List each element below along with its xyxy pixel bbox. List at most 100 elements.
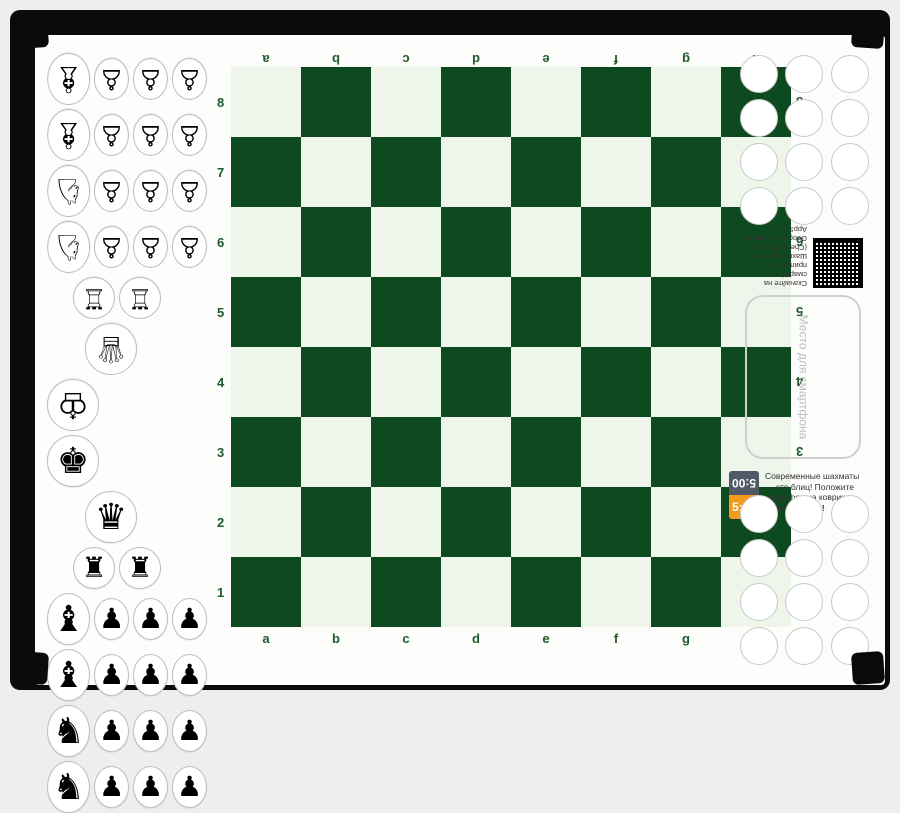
- piece-chip[interactable]: ♗: [47, 109, 90, 161]
- piece-chip[interactable]: ♝: [47, 649, 90, 701]
- square-d5[interactable]: [441, 277, 511, 347]
- piece-chip[interactable]: ♙: [133, 226, 168, 268]
- token-slot[interactable]: [740, 99, 778, 137]
- piece-chip[interactable]: ♕: [85, 323, 137, 375]
- square-g5[interactable]: [651, 277, 721, 347]
- piece-chip[interactable]: ♙: [94, 58, 129, 100]
- smartphone-slot[interactable]: Место для смартфона: [745, 295, 861, 459]
- square-a7[interactable]: [231, 137, 301, 207]
- token-slot[interactable]: [785, 627, 823, 665]
- piece-chip[interactable]: ♜: [119, 547, 161, 589]
- token-slot[interactable]: [740, 55, 778, 93]
- square-f6[interactable]: [581, 207, 651, 277]
- square-f3[interactable]: [581, 417, 651, 487]
- square-f1[interactable]: [581, 557, 651, 627]
- square-c1[interactable]: [371, 557, 441, 627]
- chess-board[interactable]: [231, 67, 791, 627]
- square-c6[interactable]: [371, 207, 441, 277]
- token-slot[interactable]: [785, 55, 823, 93]
- square-f4[interactable]: [581, 347, 651, 417]
- square-d7[interactable]: [441, 137, 511, 207]
- token-slot[interactable]: [740, 143, 778, 181]
- token-slot[interactable]: [785, 187, 823, 225]
- token-slot[interactable]: [740, 495, 778, 533]
- piece-chip[interactable]: ♟: [133, 710, 168, 752]
- square-f2[interactable]: [581, 487, 651, 557]
- piece-chip[interactable]: ♖: [73, 277, 115, 319]
- token-slot[interactable]: [831, 55, 869, 93]
- piece-chip[interactable]: ♙: [172, 226, 207, 268]
- piece-chip[interactable]: ♔: [47, 379, 99, 431]
- square-d3[interactable]: [441, 417, 511, 487]
- square-e4[interactable]: [511, 347, 581, 417]
- square-d4[interactable]: [441, 347, 511, 417]
- piece-chip[interactable]: ♟: [133, 766, 168, 808]
- piece-chip[interactable]: ♙: [94, 226, 129, 268]
- piece-chip[interactable]: ♟: [172, 766, 207, 808]
- square-b6[interactable]: [301, 207, 371, 277]
- square-c2[interactable]: [371, 487, 441, 557]
- square-e5[interactable]: [511, 277, 581, 347]
- piece-chip[interactable]: ♟: [172, 654, 207, 696]
- square-g2[interactable]: [651, 487, 721, 557]
- square-g3[interactable]: [651, 417, 721, 487]
- square-a4[interactable]: [231, 347, 301, 417]
- square-b2[interactable]: [301, 487, 371, 557]
- square-b4[interactable]: [301, 347, 371, 417]
- square-g7[interactable]: [651, 137, 721, 207]
- piece-chip[interactable]: ♟: [94, 710, 129, 752]
- square-f5[interactable]: [581, 277, 651, 347]
- square-a1[interactable]: [231, 557, 301, 627]
- square-b7[interactable]: [301, 137, 371, 207]
- square-b5[interactable]: [301, 277, 371, 347]
- token-slot[interactable]: [831, 583, 869, 621]
- square-d8[interactable]: [441, 67, 511, 137]
- piece-chip[interactable]: ♙: [94, 114, 129, 156]
- square-g6[interactable]: [651, 207, 721, 277]
- square-g4[interactable]: [651, 347, 721, 417]
- piece-chip[interactable]: ♘: [47, 165, 90, 217]
- square-a3[interactable]: [231, 417, 301, 487]
- square-e8[interactable]: [511, 67, 581, 137]
- square-g8[interactable]: [651, 67, 721, 137]
- square-a6[interactable]: [231, 207, 301, 277]
- square-e3[interactable]: [511, 417, 581, 487]
- piece-chip[interactable]: ♙: [133, 114, 168, 156]
- piece-chip[interactable]: ♝: [47, 593, 90, 645]
- piece-chip[interactable]: ♙: [172, 58, 207, 100]
- square-d2[interactable]: [441, 487, 511, 557]
- square-b8[interactable]: [301, 67, 371, 137]
- piece-chip[interactable]: ♚: [47, 435, 99, 487]
- token-slot[interactable]: [785, 583, 823, 621]
- piece-chip[interactable]: ♙: [133, 170, 168, 212]
- token-slot[interactable]: [831, 539, 869, 577]
- square-e1[interactable]: [511, 557, 581, 627]
- piece-chip[interactable]: ♗: [47, 53, 90, 105]
- square-b1[interactable]: [301, 557, 371, 627]
- piece-chip[interactable]: ♙: [172, 170, 207, 212]
- piece-chip[interactable]: ♖: [119, 277, 161, 319]
- piece-chip[interactable]: ♟: [172, 598, 207, 640]
- square-c5[interactable]: [371, 277, 441, 347]
- piece-chip[interactable]: ♟: [94, 654, 129, 696]
- square-f8[interactable]: [581, 67, 651, 137]
- piece-chip[interactable]: ♟: [133, 598, 168, 640]
- piece-chip[interactable]: ♞: [47, 705, 90, 757]
- token-slot[interactable]: [740, 627, 778, 665]
- square-b3[interactable]: [301, 417, 371, 487]
- square-d6[interactable]: [441, 207, 511, 277]
- square-g1[interactable]: [651, 557, 721, 627]
- square-c8[interactable]: [371, 67, 441, 137]
- piece-chip[interactable]: ♜: [73, 547, 115, 589]
- token-slot[interactable]: [831, 143, 869, 181]
- token-slot[interactable]: [740, 187, 778, 225]
- square-e2[interactable]: [511, 487, 581, 557]
- piece-chip[interactable]: ♟: [133, 654, 168, 696]
- piece-chip[interactable]: ♞: [47, 761, 90, 813]
- token-slot[interactable]: [785, 539, 823, 577]
- token-slot[interactable]: [831, 99, 869, 137]
- square-c4[interactable]: [371, 347, 441, 417]
- square-a2[interactable]: [231, 487, 301, 557]
- token-slot[interactable]: [785, 99, 823, 137]
- piece-chip[interactable]: ♛: [85, 491, 137, 543]
